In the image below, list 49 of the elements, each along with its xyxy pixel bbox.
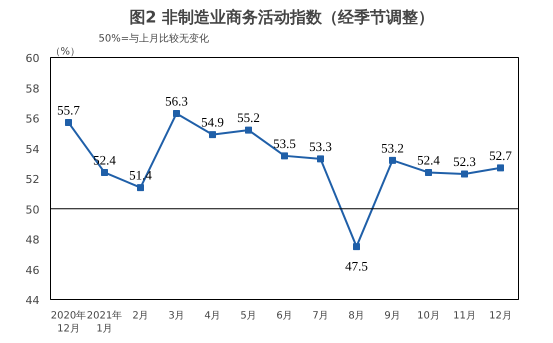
y-tick-label: 46: [26, 264, 40, 277]
x-tick-label: 3月: [168, 310, 185, 322]
point: [497, 164, 504, 172]
x-tick-label: 6月: [276, 310, 293, 322]
data-label: 47.5: [345, 258, 368, 274]
y-tick-label: 56: [26, 112, 40, 126]
y-axis-title: （%）: [50, 46, 80, 58]
x-tick-label: 2021年 1月: [86, 310, 122, 335]
point: [317, 155, 324, 162]
y-tick-label: 58: [26, 82, 40, 96]
data-label: 52.7: [489, 148, 512, 163]
x-tick-label: 5月: [240, 310, 257, 322]
x-tick-label: 2020年 12月: [50, 310, 86, 335]
point: [281, 152, 288, 160]
point: [101, 168, 108, 176]
point: [209, 131, 216, 138]
data-label: 52.3: [453, 154, 476, 169]
x-tick-label: 10月: [417, 310, 440, 322]
data-label: 56.3: [165, 93, 188, 108]
x-tick-label: 11月: [453, 310, 476, 322]
point: [389, 156, 396, 164]
y-tick-label: 54: [26, 142, 40, 156]
point: [425, 168, 432, 176]
y-tick-label: 52: [26, 173, 40, 186]
point: [173, 110, 180, 117]
y-tick-label: 44: [26, 294, 40, 307]
data-label: 53.5: [273, 136, 296, 151]
data-label: 53.2: [381, 140, 404, 156]
data-label: 55.2: [237, 110, 260, 126]
y-tick-label: 50: [26, 203, 40, 216]
point: [245, 126, 252, 134]
x-tick-label: 2月: [132, 310, 149, 322]
x-tick-label: 12月: [489, 310, 512, 322]
point: [137, 184, 144, 192]
y-tick-label: 60: [26, 52, 40, 65]
x-tick-label: 9月: [384, 310, 401, 322]
data-label: 52.4: [417, 152, 440, 168]
point: [353, 243, 360, 250]
data-label: 55.7: [57, 102, 80, 118]
point: [461, 170, 468, 178]
x-tick-label: 8月: [348, 310, 365, 322]
text: 50%=与上月比较无变化: [98, 32, 210, 44]
data-label: 53.3: [309, 138, 332, 154]
x-tick-label: 4月: [204, 310, 221, 322]
point: [65, 119, 72, 126]
chart-title: 图2 非制造业商务活动指数（经季节调整）: [129, 8, 434, 26]
data-label: 54.9: [201, 114, 224, 130]
x-tick-label: 7月: [312, 310, 329, 322]
y-tick-label: 48: [26, 234, 40, 246]
